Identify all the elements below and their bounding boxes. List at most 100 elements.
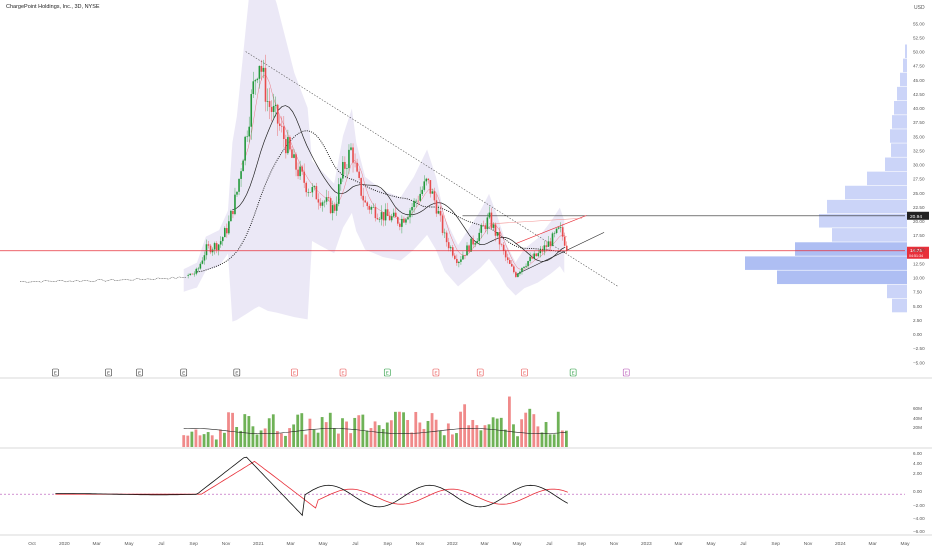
volume-bar <box>251 426 255 447</box>
earnings-marker <box>432 368 440 377</box>
profile-bar <box>777 270 907 285</box>
volume-bar <box>263 428 267 447</box>
candle-body <box>484 225 487 230</box>
earnings-marker <box>105 368 112 377</box>
volume-bar <box>316 432 320 447</box>
axis-currency: USD <box>914 5 925 11</box>
candle-body <box>321 202 324 206</box>
candle-body <box>510 263 513 267</box>
volume-bar <box>418 422 422 447</box>
candle-body <box>209 245 212 253</box>
candle-body <box>415 200 417 202</box>
candle-body <box>472 238 474 245</box>
volume-bar <box>540 432 544 447</box>
earnings-marker <box>521 368 528 377</box>
volume-bar <box>267 418 271 447</box>
price-tick: −2.50 <box>913 346 925 351</box>
time-tick: 2021 <box>253 541 264 547</box>
candle-body <box>502 244 505 251</box>
volume-bar <box>426 421 430 447</box>
volume-bar <box>385 422 389 447</box>
candle-body <box>498 232 501 245</box>
volume-bar <box>471 419 475 447</box>
earnings-label: E <box>138 371 141 376</box>
candle-body <box>352 147 354 163</box>
volume-bar <box>182 435 186 447</box>
candle-body <box>195 268 198 274</box>
candle-body <box>266 101 269 102</box>
candle-body <box>521 267 523 272</box>
macd-tick: 0.00 <box>913 489 922 494</box>
candle-body <box>368 206 371 210</box>
volume-bar <box>214 439 218 447</box>
volume-bar <box>475 425 479 447</box>
candle-body <box>545 245 548 247</box>
candle-body <box>394 212 397 218</box>
candle-body <box>376 218 379 220</box>
volume-bar <box>442 435 446 447</box>
earnings-label: E <box>479 371 482 376</box>
earnings-label: E <box>342 371 345 376</box>
candle-body <box>289 137 291 150</box>
candle-body <box>346 168 348 169</box>
earnings-label: E <box>572 371 575 376</box>
candle-body <box>458 261 460 264</box>
candle-body <box>280 125 283 127</box>
candle-body <box>456 258 458 264</box>
price-tick: 42.50 <box>913 92 925 97</box>
candle-body <box>242 160 244 172</box>
candle-body <box>215 243 218 251</box>
time-tick: Jul <box>546 541 552 547</box>
price-tick: 0.00 <box>913 332 922 337</box>
volume-bar <box>556 411 560 447</box>
candle-body <box>335 203 338 211</box>
candle-body <box>417 200 419 202</box>
candle-body <box>553 232 556 234</box>
profile-bar <box>892 115 907 129</box>
candle-body <box>409 210 411 218</box>
volume-bar <box>308 418 312 447</box>
candle-body <box>519 271 521 274</box>
volume-bar <box>202 434 206 447</box>
volume-bar <box>271 414 275 447</box>
candle-body <box>311 187 314 193</box>
candle-body <box>291 149 293 158</box>
candle-body <box>454 255 456 259</box>
candle-body <box>490 212 493 228</box>
earnings-marker <box>383 368 391 377</box>
volume-bar <box>422 428 426 447</box>
candle-body <box>268 101 271 107</box>
candle-body <box>313 186 316 188</box>
time-tick: Jul <box>158 541 164 547</box>
time-tick: May <box>900 541 910 547</box>
volume-ma <box>183 428 567 434</box>
candle-body <box>508 260 511 264</box>
candle-body <box>533 253 535 259</box>
price-tick: 27.50 <box>913 177 925 182</box>
candle-body <box>301 166 303 172</box>
volume-profile <box>745 44 907 313</box>
candle-body <box>515 272 517 277</box>
earnings-label: E <box>235 371 238 376</box>
volume-bar <box>520 419 524 447</box>
volume-bar <box>218 429 222 447</box>
time-tick: Mar <box>869 541 878 547</box>
macd-tick: 4.00 <box>913 461 922 466</box>
candle-body <box>380 212 383 220</box>
price-tick: 12.50 <box>913 261 925 266</box>
volume-bar <box>231 412 234 447</box>
price-tick: 25.00 <box>913 191 925 196</box>
candle-body <box>276 104 279 124</box>
price-tick: 17.50 <box>913 233 925 238</box>
candle-body <box>531 256 533 259</box>
candle-body <box>325 197 328 202</box>
channel-top <box>489 217 582 225</box>
price-tick: 32.50 <box>913 148 925 153</box>
volume-bar <box>300 413 304 447</box>
candle-body <box>441 215 444 233</box>
candle-body <box>364 200 367 203</box>
volatility-band <box>183 0 565 322</box>
time-tick: Jul <box>740 541 746 547</box>
candle-body <box>217 244 220 251</box>
